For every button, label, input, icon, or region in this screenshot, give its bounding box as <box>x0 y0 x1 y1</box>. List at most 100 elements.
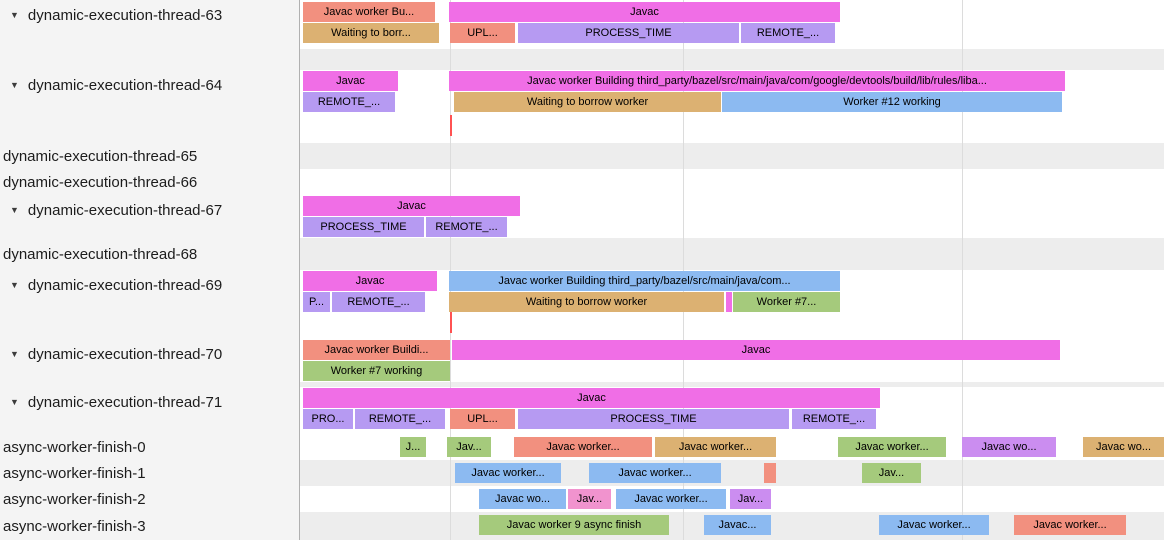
trace-event-bar[interactable]: Javac <box>303 271 437 291</box>
track-name: dynamic-execution-thread-71 <box>27 393 223 411</box>
track-label-cell <box>0 430 300 434</box>
trace-event-bar[interactable]: REMOTE_... <box>741 23 835 43</box>
track-timeline <box>300 430 1164 434</box>
trace-event-bar[interactable] <box>764 463 776 483</box>
trace-event-bar[interactable]: PROCESS_TIME <box>518 23 739 43</box>
trace-event-bar[interactable]: Javac <box>303 196 520 216</box>
trace-event-bar[interactable]: Worker #7... <box>733 292 840 312</box>
time-gridline <box>683 169 684 195</box>
trace-event-bar[interactable]: REMOTE_... <box>332 292 425 312</box>
trace-event-bar[interactable]: REMOTE_... <box>303 92 395 112</box>
marker-tick <box>450 115 452 136</box>
trace-event-bar[interactable]: REMOTE_... <box>355 409 445 429</box>
trace-event-bar[interactable]: Waiting to borr... <box>303 23 439 43</box>
trace-event-bar[interactable]: Javac wo... <box>962 437 1056 457</box>
trace-event-bar[interactable]: Waiting to borrow worker <box>449 292 724 312</box>
time-gridline <box>962 143 963 169</box>
time-gridline <box>450 169 451 195</box>
trace-event-bar[interactable]: Waiting to borrow worker <box>454 92 721 112</box>
time-gridline <box>962 339 963 382</box>
trace-event-bar[interactable]: Javac worker... <box>589 463 721 483</box>
expand-arrow-icon[interactable]: ▼ <box>10 205 19 215</box>
track-label-cell <box>0 115 300 143</box>
time-gridline <box>450 143 451 169</box>
timeline-row <box>0 49 1164 70</box>
trace-event-bar[interactable]: UPL... <box>450 409 515 429</box>
trace-event-bar[interactable]: Javac worker Building third_party/bazel/… <box>449 71 1065 91</box>
time-gridline <box>450 382 451 387</box>
track-timeline <box>300 143 1164 169</box>
timeline-row: ▼ dynamic-execution-thread-71 Javac PRO... R… <box>0 387 1164 430</box>
time-gridline <box>450 270 451 312</box>
track-label-cell: dynamic-execution-thread-68 <box>0 238 300 270</box>
trace-event-bar[interactable]: Jav... <box>862 463 921 483</box>
trace-event-bar[interactable]: PROCESS_TIME <box>303 217 424 237</box>
expand-arrow-icon[interactable]: ▼ <box>10 280 19 290</box>
time-gridline <box>450 486 451 512</box>
trace-event-bar[interactable]: Javac worker... <box>838 437 946 457</box>
expand-arrow-icon[interactable]: ▼ <box>10 349 19 359</box>
track-timeline: Javac worker Bu... Javac Waiting to borr..… <box>300 0 1164 49</box>
trace-event-bar[interactable]: Javac worker... <box>514 437 652 457</box>
trace-event-bar[interactable]: Javac worker... <box>1014 515 1126 535</box>
trace-event-bar[interactable]: Worker #7 working <box>303 361 450 381</box>
trace-event-bar[interactable]: REMOTE_... <box>792 409 876 429</box>
track-label-cell: dynamic-execution-thread-65 <box>0 143 300 169</box>
timeline-row: ▼ dynamic-execution-thread-67 Javac PROCESS… <box>0 195 1164 238</box>
trace-event-bar[interactable]: Javac worker... <box>655 437 776 457</box>
time-gridline <box>962 49 963 70</box>
trace-event-bar[interactable]: PROCESS_TIME <box>518 409 789 429</box>
time-gridline <box>683 238 684 270</box>
expand-arrow-icon[interactable]: ▼ <box>10 80 19 90</box>
trace-event-bar[interactable]: J... <box>400 437 426 457</box>
trace-event-bar[interactable]: Javac <box>303 388 880 408</box>
time-gridline <box>683 143 684 169</box>
trace-event-bar[interactable]: Javac <box>452 340 1060 360</box>
track-name: dynamic-execution-thread-68 <box>3 245 198 263</box>
trace-event-bar[interactable]: Javac worker... <box>455 463 561 483</box>
trace-event-bar[interactable]: Javac... <box>704 515 771 535</box>
trace-event-bar[interactable]: Jav... <box>447 437 491 457</box>
time-gridline <box>683 387 684 430</box>
trace-event-bar[interactable]: Javac wo... <box>1083 437 1164 457</box>
trace-event-bar[interactable]: Javac worker Buildi... <box>303 340 450 360</box>
timeline-row: ▼ dynamic-execution-thread-64 Javac Javac w… <box>0 70 1164 115</box>
time-gridline <box>683 115 684 143</box>
time-gridline <box>683 312 684 339</box>
track-label-cell[interactable]: ▼ dynamic-execution-thread-67 <box>0 195 300 238</box>
time-gridline <box>450 512 451 540</box>
expand-arrow-icon[interactable]: ▼ <box>10 397 19 407</box>
trace-event-bar[interactable]: Javac worker 9 async finish <box>479 515 669 535</box>
trace-event-bar[interactable]: P... <box>303 292 330 312</box>
track-timeline: Javac Javac worker Building third_party/b… <box>300 70 1164 115</box>
track-label-cell[interactable]: ▼ dynamic-execution-thread-71 <box>0 387 300 430</box>
trace-event-bar[interactable]: Javac worker... <box>879 515 989 535</box>
track-label-cell[interactable]: ▼ dynamic-execution-thread-70 <box>0 339 300 382</box>
timeline-row: async-worker-finish-0 J... Jav... Javac wor… <box>0 434 1164 460</box>
time-gridline <box>683 49 684 70</box>
trace-event-bar[interactable]: Javac worker Bu... <box>303 2 435 22</box>
marker-tick <box>450 312 452 333</box>
trace-event-bar[interactable] <box>726 292 732 312</box>
track-label-cell[interactable]: ▼ dynamic-execution-thread-63 <box>0 0 300 49</box>
trace-event-bar[interactable]: Jav... <box>568 489 611 509</box>
trace-event-bar[interactable]: UPL... <box>450 23 515 43</box>
timeline-row: async-worker-finish-1 Javac worker... Java… <box>0 460 1164 486</box>
expand-arrow-icon[interactable]: ▼ <box>10 10 19 20</box>
timeline-row: dynamic-execution-thread-68 <box>0 238 1164 270</box>
trace-event-bar[interactable]: Javac worker Building third_party/bazel/… <box>449 271 840 291</box>
timeline-row <box>0 430 1164 434</box>
track-label-cell[interactable]: ▼ dynamic-execution-thread-64 <box>0 70 300 115</box>
time-gridline <box>962 238 963 270</box>
trace-event-bar[interactable]: Javac <box>303 71 398 91</box>
trace-event-bar[interactable]: REMOTE_... <box>426 217 507 237</box>
trace-event-bar[interactable]: Javac <box>449 2 840 22</box>
time-gridline <box>450 49 451 70</box>
trace-event-bar[interactable]: Javac wo... <box>479 489 566 509</box>
trace-event-bar[interactable]: Jav... <box>730 489 771 509</box>
trace-event-bar[interactable]: Javac worker... <box>616 489 726 509</box>
timeline-row: ▼ dynamic-execution-thread-70 Javac worker… <box>0 339 1164 382</box>
trace-event-bar[interactable]: Worker #12 working <box>722 92 1062 112</box>
trace-event-bar[interactable]: PRO... <box>303 409 353 429</box>
track-label-cell[interactable]: ▼ dynamic-execution-thread-69 <box>0 270 300 312</box>
